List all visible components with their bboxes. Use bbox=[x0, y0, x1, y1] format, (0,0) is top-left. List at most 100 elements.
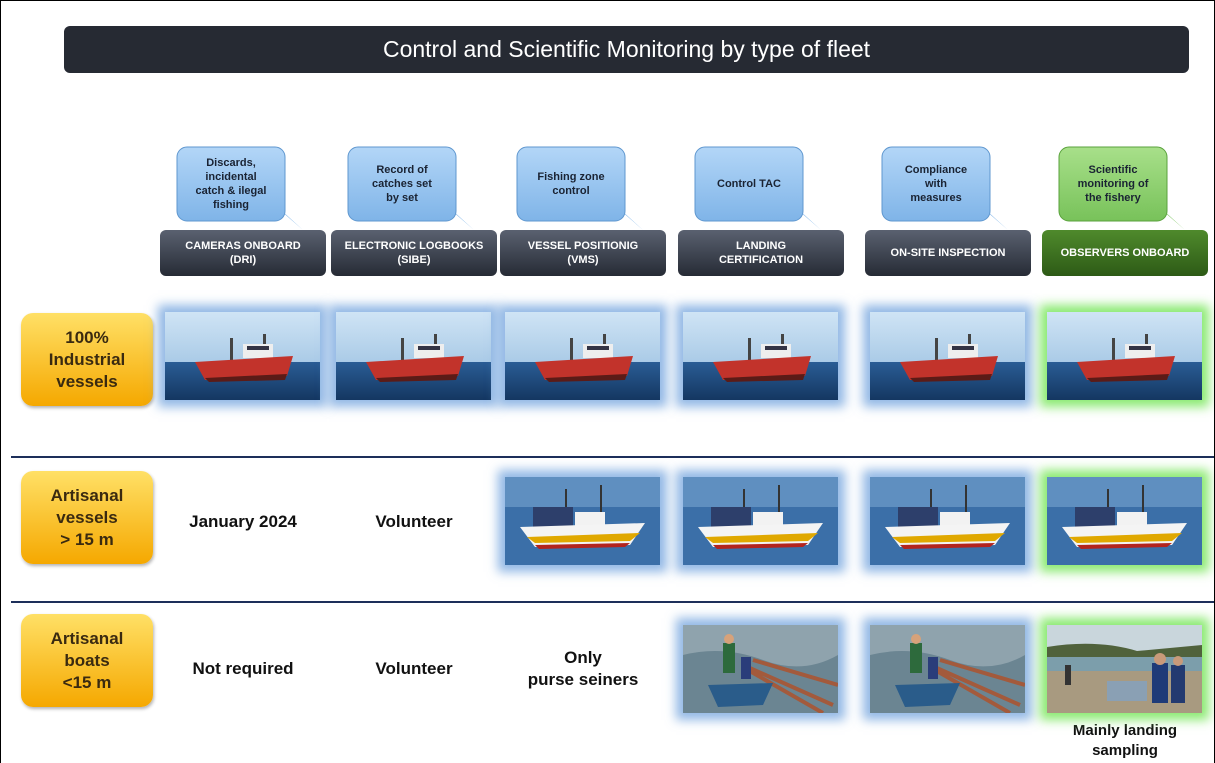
row-separator bbox=[11, 601, 1214, 603]
text-line: Volunteer bbox=[375, 512, 453, 531]
text-line: ON-SITE INSPECTION bbox=[890, 247, 1006, 259]
callout-text: Control TAC bbox=[696, 147, 802, 221]
photo bbox=[870, 477, 1025, 565]
cell-note: Only purse seiners bbox=[498, 647, 668, 691]
callout-text: Record of catches set by set bbox=[349, 147, 455, 221]
text-line: sampling bbox=[1092, 742, 1158, 759]
text-line: control bbox=[552, 185, 590, 197]
photo bbox=[165, 312, 320, 400]
photo bbox=[505, 312, 660, 400]
cell-note: Volunteer bbox=[329, 511, 499, 533]
cell-note: Not required bbox=[158, 658, 328, 680]
callout-shape bbox=[347, 146, 474, 230]
photo bbox=[1047, 312, 1202, 400]
text-line: measures bbox=[910, 192, 962, 204]
photo-image bbox=[870, 312, 1025, 400]
text-line: 100% bbox=[65, 327, 109, 347]
text-line: > 15 m bbox=[60, 529, 114, 549]
callout-shape bbox=[176, 146, 303, 230]
callout-shape bbox=[516, 146, 643, 230]
text-line: LANDING bbox=[735, 240, 787, 252]
text-line: CERTIFICATION bbox=[718, 254, 804, 266]
photo-image bbox=[505, 312, 660, 400]
text-line: with bbox=[925, 178, 947, 190]
text-line: fishing bbox=[212, 199, 250, 211]
photo-image bbox=[505, 477, 660, 565]
column-header: CAMERAS ONBOARD (DRI) bbox=[160, 230, 326, 276]
column-header: ON-SITE INSPECTION bbox=[865, 230, 1031, 276]
text-line: <15 m bbox=[62, 672, 112, 692]
text-line: Fishing zone bbox=[537, 171, 605, 183]
text-line: CAMERAS ONBOARD bbox=[185, 240, 301, 252]
text-line: Artisanal bbox=[50, 628, 124, 648]
photo-image bbox=[1047, 625, 1202, 713]
cell-note: Volunteer bbox=[329, 658, 499, 680]
photo bbox=[505, 477, 660, 565]
text-line: (VMS) bbox=[567, 254, 599, 266]
text-line: purse seiners bbox=[527, 670, 639, 689]
cell-caption: Mainly landing sampling bbox=[1040, 721, 1210, 761]
text-line: Compliance bbox=[904, 164, 968, 176]
photo-image bbox=[683, 477, 838, 565]
photo bbox=[870, 312, 1025, 400]
row-label: 100% Industrial vessels bbox=[21, 313, 153, 406]
text-line: (DRI) bbox=[229, 254, 257, 266]
callout-text: Fishing zone control bbox=[518, 147, 624, 221]
callout-shape bbox=[1058, 146, 1185, 230]
text-line: boats bbox=[64, 650, 110, 670]
text-line: catch & ilegal bbox=[195, 185, 267, 197]
photo-image bbox=[683, 625, 838, 713]
photo bbox=[683, 477, 838, 565]
callout-text: Scientific monitoring of the fishery bbox=[1060, 147, 1166, 221]
photo bbox=[870, 625, 1025, 713]
text-line: Control TAC bbox=[717, 178, 781, 190]
photo bbox=[1047, 625, 1202, 713]
photo-image bbox=[336, 312, 491, 400]
text-line: vessels bbox=[56, 507, 118, 527]
photo-image bbox=[683, 312, 838, 400]
column-header: VESSEL POSITIONIG (VMS) bbox=[500, 230, 666, 276]
text-line: incidental bbox=[205, 171, 257, 183]
text-line: the fishery bbox=[1085, 192, 1141, 204]
text-line: catches set bbox=[372, 178, 432, 190]
text-line: Scientific bbox=[1088, 164, 1138, 176]
callout-shape bbox=[881, 146, 1008, 230]
photo-image bbox=[870, 477, 1025, 565]
text-line: January 2024 bbox=[189, 512, 297, 531]
photo-image bbox=[870, 625, 1025, 713]
row-label: Artisanal boats <15 m bbox=[21, 614, 153, 707]
column-header: ELECTRONIC LOGBOOKS (SIBE) bbox=[331, 230, 497, 276]
callout-text: Compliance with measures bbox=[883, 147, 989, 221]
photo bbox=[1047, 477, 1202, 565]
text-line: Discards, bbox=[206, 157, 256, 169]
photo-image bbox=[165, 312, 320, 400]
text-line: (SIBE) bbox=[397, 254, 431, 266]
text-line: Industrial bbox=[48, 349, 126, 369]
row-separator bbox=[11, 456, 1214, 458]
text-line: Mainly landing bbox=[1072, 722, 1178, 739]
photo bbox=[683, 625, 838, 713]
slide-title: Control and Scientific Monitoring by typ… bbox=[64, 26, 1189, 73]
text-line: Record of bbox=[376, 164, 428, 176]
callout-text: Discards, incidental catch & ilegal fishing bbox=[178, 147, 284, 221]
row-label: Artisanal vessels > 15 m bbox=[21, 471, 153, 564]
text-line: monitoring of bbox=[1077, 178, 1149, 190]
callout-shape bbox=[694, 146, 821, 230]
column-header: OBSERVERS ONBOARD bbox=[1042, 230, 1208, 276]
text-line: Artisanal bbox=[50, 485, 124, 505]
photo-image bbox=[1047, 312, 1202, 400]
photo bbox=[683, 312, 838, 400]
text-line: Not required bbox=[192, 659, 294, 678]
photo-image bbox=[1047, 477, 1202, 565]
text-line: Only bbox=[564, 648, 602, 667]
text-line: Volunteer bbox=[375, 659, 453, 678]
text-line: OBSERVERS ONBOARD bbox=[1060, 247, 1190, 259]
text-line: vessels bbox=[56, 371, 118, 391]
text-line: VESSEL POSITIONIG bbox=[527, 240, 639, 252]
cell-note: January 2024 bbox=[158, 511, 328, 533]
column-header: LANDING CERTIFICATION bbox=[678, 230, 844, 276]
photo bbox=[336, 312, 491, 400]
text-line: by set bbox=[386, 192, 418, 204]
text-line: ELECTRONIC LOGBOOKS bbox=[344, 240, 484, 252]
